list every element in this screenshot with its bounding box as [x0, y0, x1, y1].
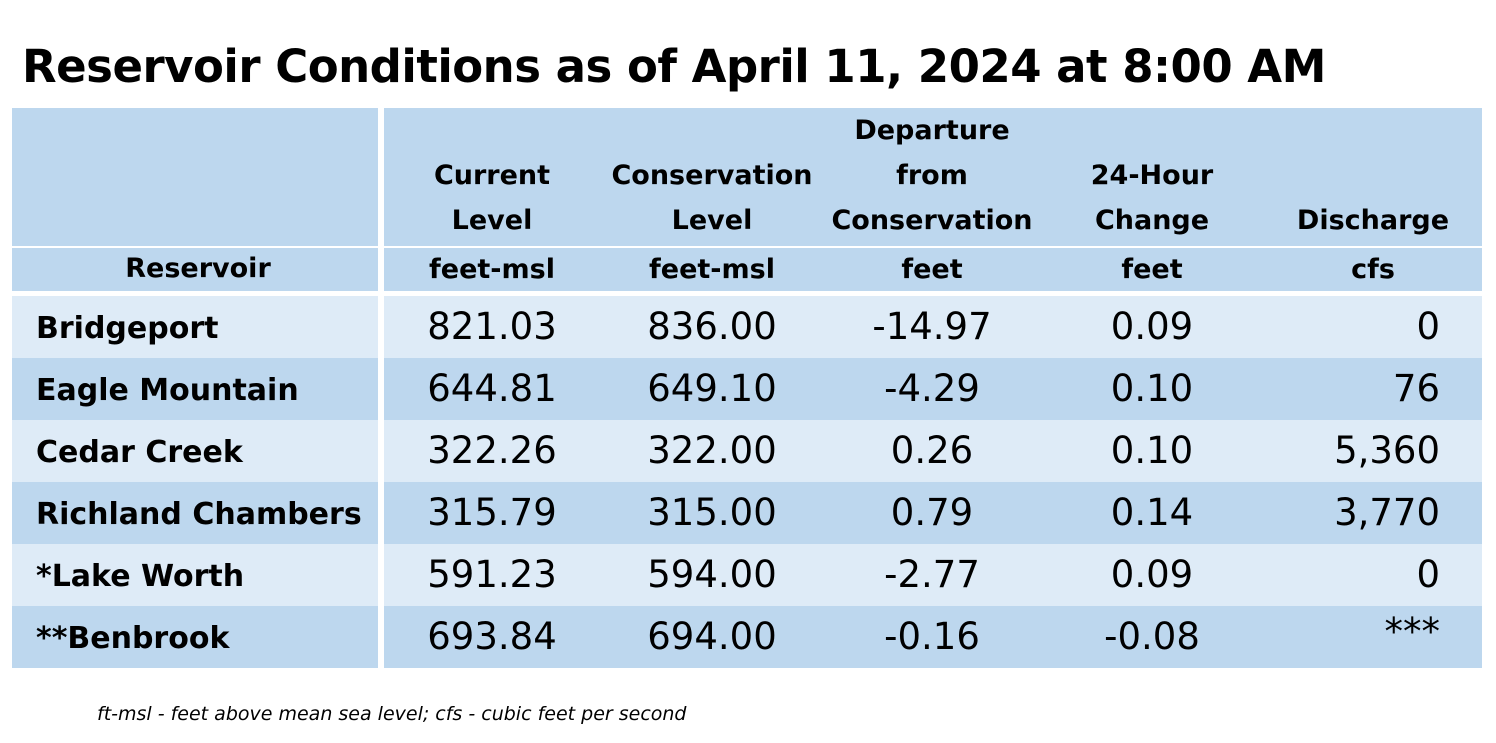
current-level: 693.84: [427, 615, 557, 658]
table-row: Cedar Creek 322.26 322.00 0.26 0.10 5,36…: [12, 420, 1482, 482]
table-row: Eagle Mountain 644.81 649.10 -4.29 0.10 …: [12, 358, 1482, 420]
conservation-level: 836.00: [647, 305, 777, 348]
departure-value: -2.77: [884, 553, 980, 596]
unit-current: feet-msl: [429, 254, 555, 285]
table-row: Richland Chambers 315.79 315.00 0.79 0.1…: [12, 482, 1482, 544]
departure-value: -0.16: [884, 615, 980, 658]
departure-value: -4.29: [884, 367, 980, 410]
reservoir-name: Bridgeport: [36, 311, 219, 346]
header-departure-line1: Departure: [854, 115, 1010, 146]
header-current-line1: Current: [433, 160, 551, 191]
current-level: 821.03: [427, 305, 557, 348]
change-value: 0.09: [1110, 305, 1194, 348]
conservation-level: 694.00: [647, 615, 777, 658]
reservoir-name: **Benbrook: [36, 621, 230, 656]
conservation-level: 315.00: [647, 491, 777, 534]
reservoir-name: Eagle Mountain: [36, 373, 299, 408]
column-divider: [378, 108, 384, 668]
unit-conservation: feet-msl: [649, 254, 775, 285]
current-level: 315.79: [427, 491, 557, 534]
unit-change: feet: [1121, 254, 1183, 285]
header-current-line2: Level: [451, 205, 533, 236]
footnote: ft-msl - feet above mean sea level; cfs …: [97, 703, 687, 725]
change-value: 0.10: [1110, 367, 1194, 410]
reservoir-name: Richland Chambers: [36, 497, 362, 532]
current-level: 322.26: [427, 429, 557, 472]
current-level: 644.81: [427, 367, 557, 410]
header-departure-line3: Conservation: [831, 205, 1033, 236]
discharge-value: 0: [1416, 305, 1440, 348]
departure-value: -14.97: [872, 305, 992, 348]
discharge-value: ***: [1384, 610, 1441, 653]
discharge-value: 3,770: [1334, 491, 1440, 534]
change-value: 0.10: [1110, 429, 1194, 472]
change-value: -0.08: [1104, 615, 1200, 658]
discharge-value: 5,360: [1334, 429, 1440, 472]
page-title: Reservoir Conditions as of April 11, 202…: [22, 40, 1326, 93]
discharge-value: 76: [1392, 367, 1440, 410]
unit-departure: feet: [901, 254, 963, 285]
header-change-line1: 24-Hour: [1090, 160, 1214, 191]
reservoir-name: Cedar Creek: [36, 435, 243, 470]
header-discharge: Discharge: [1296, 205, 1450, 236]
change-value: 0.14: [1110, 491, 1194, 534]
header-divider: [384, 246, 1482, 248]
header-change-line2: Change: [1094, 205, 1210, 236]
conservation-level: 322.00: [647, 429, 777, 472]
header-departure-line2: from: [896, 160, 968, 191]
discharge-value: 0: [1416, 553, 1440, 596]
table-row: **Benbrook 693.84 694.00 -0.16 -0.08 ***: [12, 606, 1482, 668]
table-row: *Lake Worth 591.23 594.00 -2.77 0.09 0: [12, 544, 1482, 606]
header-conservation-line1: Conservation: [611, 160, 813, 191]
table-row: Bridgeport 821.03 836.00 -14.97 0.09 0: [12, 296, 1482, 358]
reservoir-name: *Lake Worth: [36, 559, 245, 594]
header-reservoir: Reservoir: [125, 253, 271, 284]
table-header: [12, 108, 1482, 246]
current-level: 591.23: [427, 553, 557, 596]
conservation-level: 594.00: [647, 553, 777, 596]
conservation-level: 649.10: [647, 367, 777, 410]
header-conservation-line2: Level: [671, 205, 753, 236]
table-unit-row: [12, 248, 1482, 291]
departure-value: 0.26: [890, 429, 974, 472]
unit-discharge: cfs: [1351, 254, 1395, 285]
departure-value: 0.79: [890, 491, 974, 534]
change-value: 0.09: [1110, 553, 1194, 596]
reservoir-table: Reservoir Current Level feet-msl Conserv…: [12, 108, 1482, 668]
